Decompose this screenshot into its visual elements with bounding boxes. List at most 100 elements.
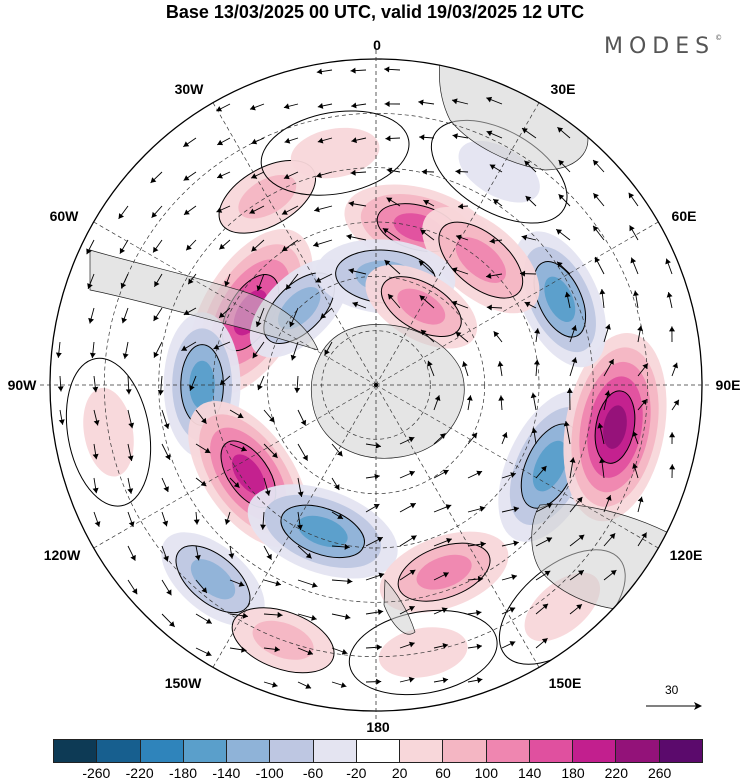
meridian-line [212,102,377,386]
wind-arrow [564,291,571,309]
new-zealand-landmass [383,579,416,635]
wind-arrow [127,409,135,429]
wind-arrow [297,545,312,559]
wind-arrow [592,159,605,173]
wind-arrow [633,290,639,309]
reference-vector [646,702,702,710]
wind-arrow [297,681,312,689]
height-contour [260,110,410,196]
wind-arrow [92,443,99,460]
colorbar-cell [313,740,357,762]
lon-label-150e: 150E [548,675,582,691]
wind-arrow [467,541,486,548]
wind-arrow [121,307,129,324]
wind-arrow [294,375,301,393]
antarctica-landmass [310,324,465,459]
colorbar-cell [659,740,702,762]
wind-arrow [153,341,163,358]
wind-arrow [423,199,435,207]
wind-arrow [92,477,99,494]
wind-arrow [297,579,318,588]
wind-arrow [195,409,207,424]
wind-arrow [535,570,551,581]
wind-arrow [297,511,303,531]
wind-arrow [501,540,519,547]
wind-arrow [524,160,537,173]
wind-arrow [257,375,265,391]
wind-arrow [637,363,649,377]
wind-arrow [433,677,449,684]
height-contour [280,504,365,559]
wind-arrow [189,375,197,391]
wind-arrow [281,205,299,215]
wind-arrow [331,613,351,620]
wind-arrow [260,511,266,530]
wind-arrow [161,545,169,562]
wind-arrow [195,647,212,657]
colorbar-tick-label: -260 [82,765,111,781]
wind-arrow [331,681,347,688]
wind-arrow [365,442,382,449]
wind-arrow [285,273,299,291]
wind-arrow [119,239,129,254]
wind-arrow [263,545,272,561]
wind-arrow [251,239,265,252]
wind-arrow [433,469,449,479]
wind-arrow [317,103,333,109]
wind-arrow [599,288,606,309]
wind-arrow [386,167,401,174]
wind-arrow [419,134,435,141]
wind-arrow [467,677,483,684]
wind-arrow [501,607,516,615]
wind-arrow [229,579,245,587]
wind-arrow [420,329,435,343]
wind-arrow [603,569,617,581]
colorbar-cell [529,740,574,762]
wind-arrow [467,505,486,513]
wind-arrow [455,331,469,343]
wind-arrow [87,273,95,290]
lon-label-120w: 120W [43,547,81,563]
colorbar-tick-label: 60 [435,765,451,781]
wind-arrow [637,398,648,411]
wind-arrow [93,409,100,426]
colorbar-cell [443,740,487,762]
wind-arrow [88,307,95,324]
wind-arrow [569,534,585,547]
wind-arrow [195,579,208,594]
lon-label-120e: 120E [669,547,703,563]
colorbar-cell [270,740,314,762]
wind-arrow [462,361,469,377]
wind-arrow [351,102,367,109]
wind-arrow [530,392,537,411]
wind-arrow [331,443,343,457]
colorbar-cell [183,740,228,762]
wind-arrow [492,198,503,207]
wind-arrow [485,272,503,279]
wind-arrow [316,171,333,178]
wind-arrow [331,647,348,655]
wind-arrow [256,273,265,292]
wind-arrow [127,443,134,462]
wind-arrow [399,676,415,683]
wind-arrow [535,603,549,615]
wind-arrow [569,457,576,479]
colorbar-tick-label: -20 [346,765,367,781]
wind-arrow [185,239,197,251]
wind-arrow [599,457,606,479]
wind-arrow [315,273,333,283]
lon-label-60e: 60E [671,208,697,224]
wind-arrow [421,168,435,175]
wind-arrow [535,637,548,649]
wind-arrow [384,259,401,275]
lon-label-30e: 30E [550,81,576,97]
wind-arrow [603,323,611,343]
wind-arrow [501,472,517,479]
wind-arrow [218,307,231,319]
wind-arrow [501,432,508,445]
wind-arrow [556,261,571,275]
wind-arrow [195,443,211,454]
wind-arrow [632,431,639,445]
wind-arrow [637,325,644,343]
wind-arrow [501,641,516,649]
